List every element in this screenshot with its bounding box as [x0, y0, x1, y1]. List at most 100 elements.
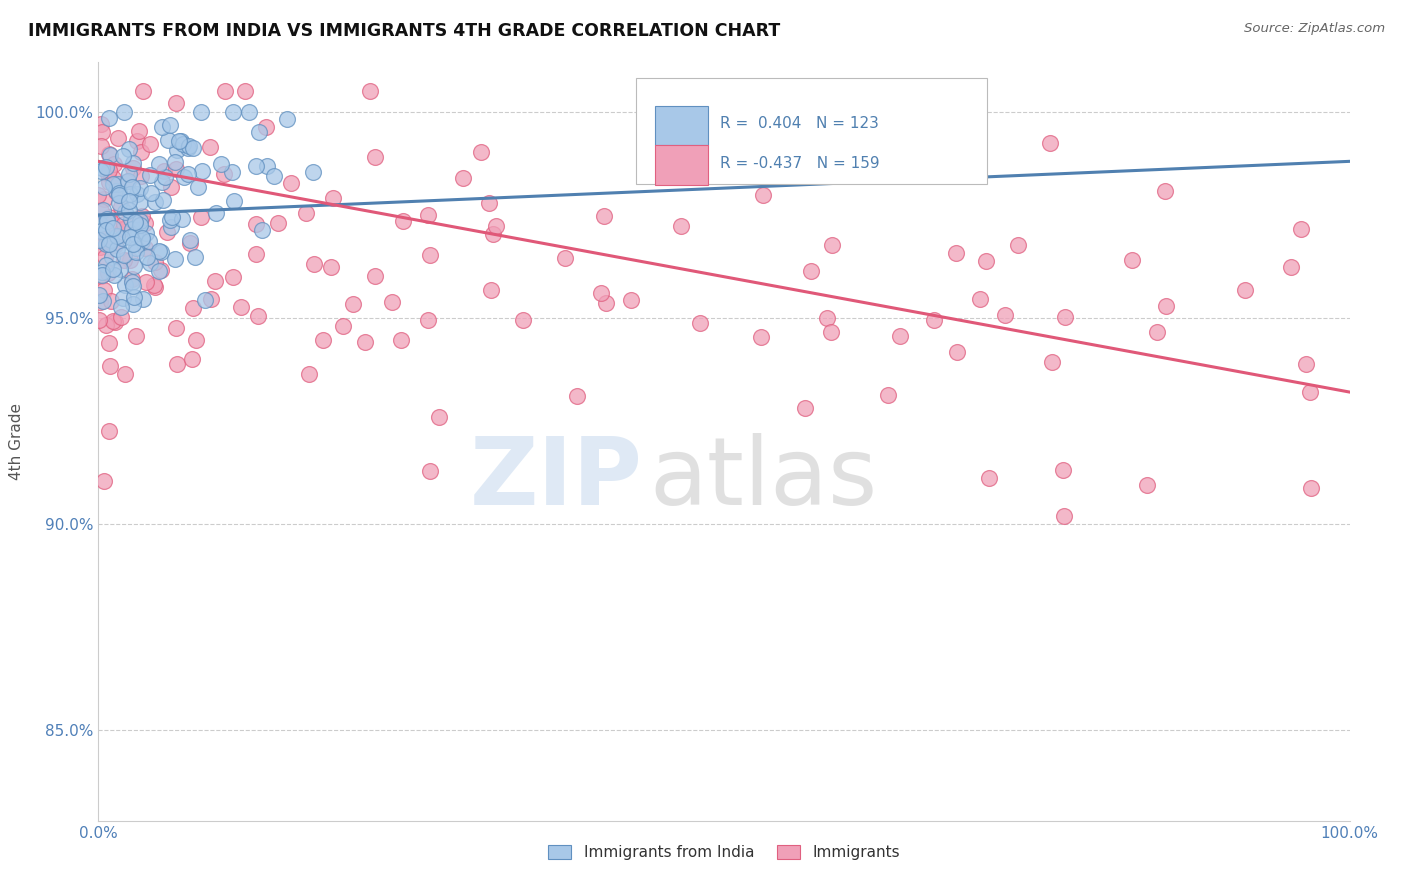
Point: [89, 240, 111, 254]
Point: [245, 217, 267, 231]
Point: [190, 210, 212, 224]
Point: [97, 234, 120, 248]
Text: R = -0.437   N = 159: R = -0.437 N = 159: [720, 156, 880, 170]
Point: [256, 159, 278, 173]
Point: [121, 180, 143, 194]
Point: [96, 214, 118, 228]
Point: [419, 247, 441, 261]
Point: [470, 145, 492, 160]
Point: [235, 84, 257, 98]
Point: [117, 202, 139, 217]
Point: [167, 134, 190, 148]
Point: [212, 167, 235, 181]
Text: IMMIGRANTS FROM INDIA VS IMMIGRANTS 4TH GRADE CORRELATION CHART: IMMIGRANTS FROM INDIA VS IMMIGRANTS 4TH …: [28, 22, 780, 40]
Point: [87, 288, 110, 302]
Point: [276, 112, 298, 126]
Point: [148, 263, 170, 277]
Point: [128, 124, 150, 138]
Point: [322, 191, 344, 205]
Point: [135, 275, 157, 289]
Point: [143, 278, 166, 293]
Point: [89, 295, 111, 310]
Point: [97, 266, 120, 280]
Point: [191, 164, 214, 178]
Point: [122, 213, 145, 227]
Point: [112, 217, 135, 231]
Point: [105, 184, 128, 198]
Point: [222, 104, 245, 119]
Point: [114, 247, 136, 261]
Point: [247, 309, 270, 323]
Point: [125, 244, 148, 259]
Point: [163, 155, 186, 169]
Point: [93, 474, 115, 488]
Point: [179, 139, 201, 153]
Text: Source: ZipAtlas.com: Source: ZipAtlas.com: [1244, 22, 1385, 36]
Point: [200, 140, 222, 154]
Point: [238, 104, 260, 119]
Point: [97, 111, 120, 125]
Point: [1146, 326, 1168, 340]
Text: R =  0.404   N = 123: R = 0.404 N = 123: [720, 116, 879, 131]
Point: [222, 269, 245, 284]
Point: [104, 315, 127, 329]
Point: [98, 335, 121, 350]
Point: [179, 236, 201, 251]
Point: [139, 256, 162, 270]
Point: [93, 283, 115, 297]
Point: [1136, 478, 1159, 492]
Point: [152, 175, 174, 189]
Text: ZIP: ZIP: [470, 434, 643, 525]
FancyBboxPatch shape: [655, 105, 707, 145]
Point: [98, 175, 121, 189]
Point: [209, 157, 232, 171]
Point: [363, 269, 385, 284]
Point: [87, 187, 110, 202]
Point: [267, 216, 290, 230]
Point: [90, 164, 112, 178]
Point: [793, 401, 815, 415]
Point: [150, 120, 173, 134]
Point: [354, 335, 377, 350]
Point: [129, 145, 152, 159]
Point: [112, 149, 135, 163]
Point: [1007, 238, 1029, 252]
Point: [90, 268, 112, 283]
Point: [96, 222, 118, 236]
Point: [149, 245, 172, 260]
Point: [200, 292, 222, 306]
Point: [91, 203, 114, 218]
Point: [152, 193, 174, 207]
Point: [172, 211, 194, 226]
Point: [945, 345, 967, 359]
Point: [280, 176, 302, 190]
Point: [969, 293, 991, 307]
Point: [97, 236, 120, 251]
Point: [91, 232, 114, 246]
Point: [118, 194, 141, 208]
Point: [125, 329, 148, 343]
Point: [152, 163, 174, 178]
Point: [100, 293, 122, 308]
Point: [96, 318, 118, 333]
Point: [304, 258, 326, 272]
Point: [122, 279, 145, 293]
Point: [889, 329, 911, 343]
Point: [132, 84, 155, 98]
Point: [122, 156, 145, 170]
Point: [134, 241, 156, 255]
Point: [1234, 283, 1257, 297]
Point: [114, 277, 136, 292]
Point: [312, 333, 335, 347]
Point: [156, 133, 179, 147]
Point: [131, 234, 153, 248]
Point: [134, 216, 156, 230]
Point: [143, 195, 166, 210]
Point: [295, 206, 318, 220]
Point: [105, 242, 128, 256]
Point: [139, 137, 162, 152]
Point: [221, 165, 243, 179]
Point: [148, 157, 170, 171]
Point: [107, 130, 129, 145]
Point: [100, 216, 122, 230]
